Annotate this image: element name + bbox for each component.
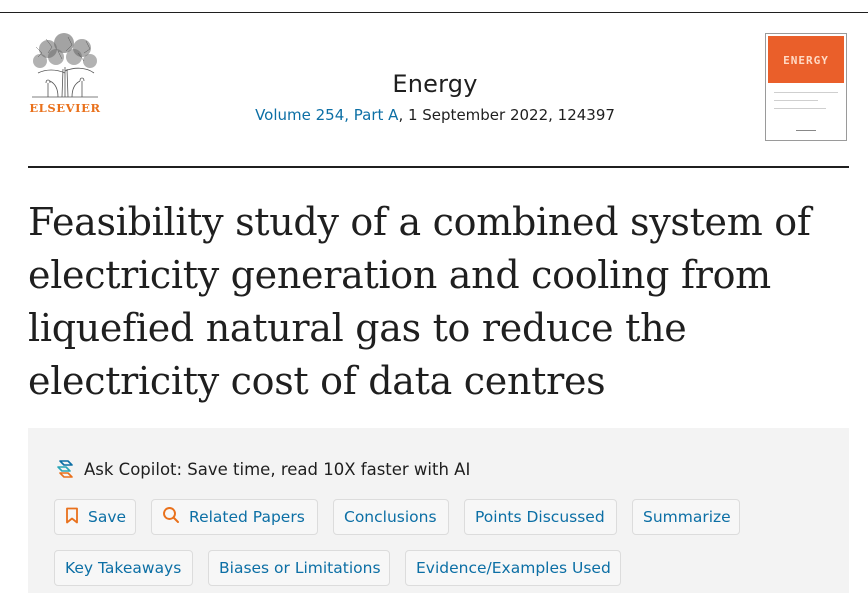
cover-text-line (774, 108, 826, 109)
header-divider (28, 166, 849, 168)
search-icon (162, 506, 180, 528)
copilot-header: Ask Copilot: Save time, read 10X faster … (54, 457, 470, 481)
copilot-icon (54, 457, 78, 481)
key-takeaways-label: Key Takeaways (65, 559, 182, 577)
cover-text-line (774, 92, 838, 93)
related-papers-label: Related Papers (189, 508, 305, 526)
issue-date: , 1 September 2022, 124397 (398, 106, 615, 124)
tree-icon (32, 33, 98, 98)
volume-link[interactable]: Volume 254, Part A (255, 106, 399, 124)
journal-meta: Volume 254, Part A, 1 September 2022, 12… (180, 106, 690, 124)
copilot-prompt: Ask Copilot: Save time, read 10X faster … (84, 459, 471, 479)
related-papers-button[interactable]: Related Papers (151, 499, 318, 535)
copilot-panel: Ask Copilot: Save time, read 10X faster … (28, 428, 849, 593)
journal-header: Energy Volume 254, Part A, 1 September 2… (180, 70, 690, 124)
publisher-name: ELSEVIER (29, 101, 101, 115)
cover-text-line (774, 100, 818, 101)
article-title: Feasibility study of a combined system o… (28, 200, 811, 403)
save-label: Save (88, 508, 127, 526)
evidence-examples-label: Evidence/Examples Used (416, 559, 611, 577)
biases-limitations-label: Biases or Limitations (219, 559, 381, 577)
summarize-button[interactable]: Summarize (632, 499, 740, 535)
top-divider (0, 12, 868, 13)
journal-cover-thumbnail[interactable]: ENERGY (765, 33, 847, 141)
evidence-examples-button[interactable]: Evidence/Examples Used (405, 550, 621, 586)
journal-title[interactable]: Energy (392, 70, 478, 98)
summarize-label: Summarize (643, 508, 731, 526)
points-discussed-button[interactable]: Points Discussed (464, 499, 617, 535)
cover-title: ENERGY (783, 54, 829, 67)
points-discussed-label: Points Discussed (475, 508, 605, 526)
biases-limitations-button[interactable]: Biases or Limitations (208, 550, 390, 586)
cover-text-line (796, 130, 816, 131)
conclusions-button[interactable]: Conclusions (333, 499, 449, 535)
key-takeaways-button[interactable]: Key Takeaways (54, 550, 193, 586)
cover-banner: ENERGY (768, 36, 844, 83)
conclusions-label: Conclusions (344, 508, 437, 526)
elsevier-logo[interactable]: ELSEVIER (28, 33, 102, 115)
save-button[interactable]: Save (54, 499, 136, 535)
bookmark-icon (65, 507, 79, 528)
